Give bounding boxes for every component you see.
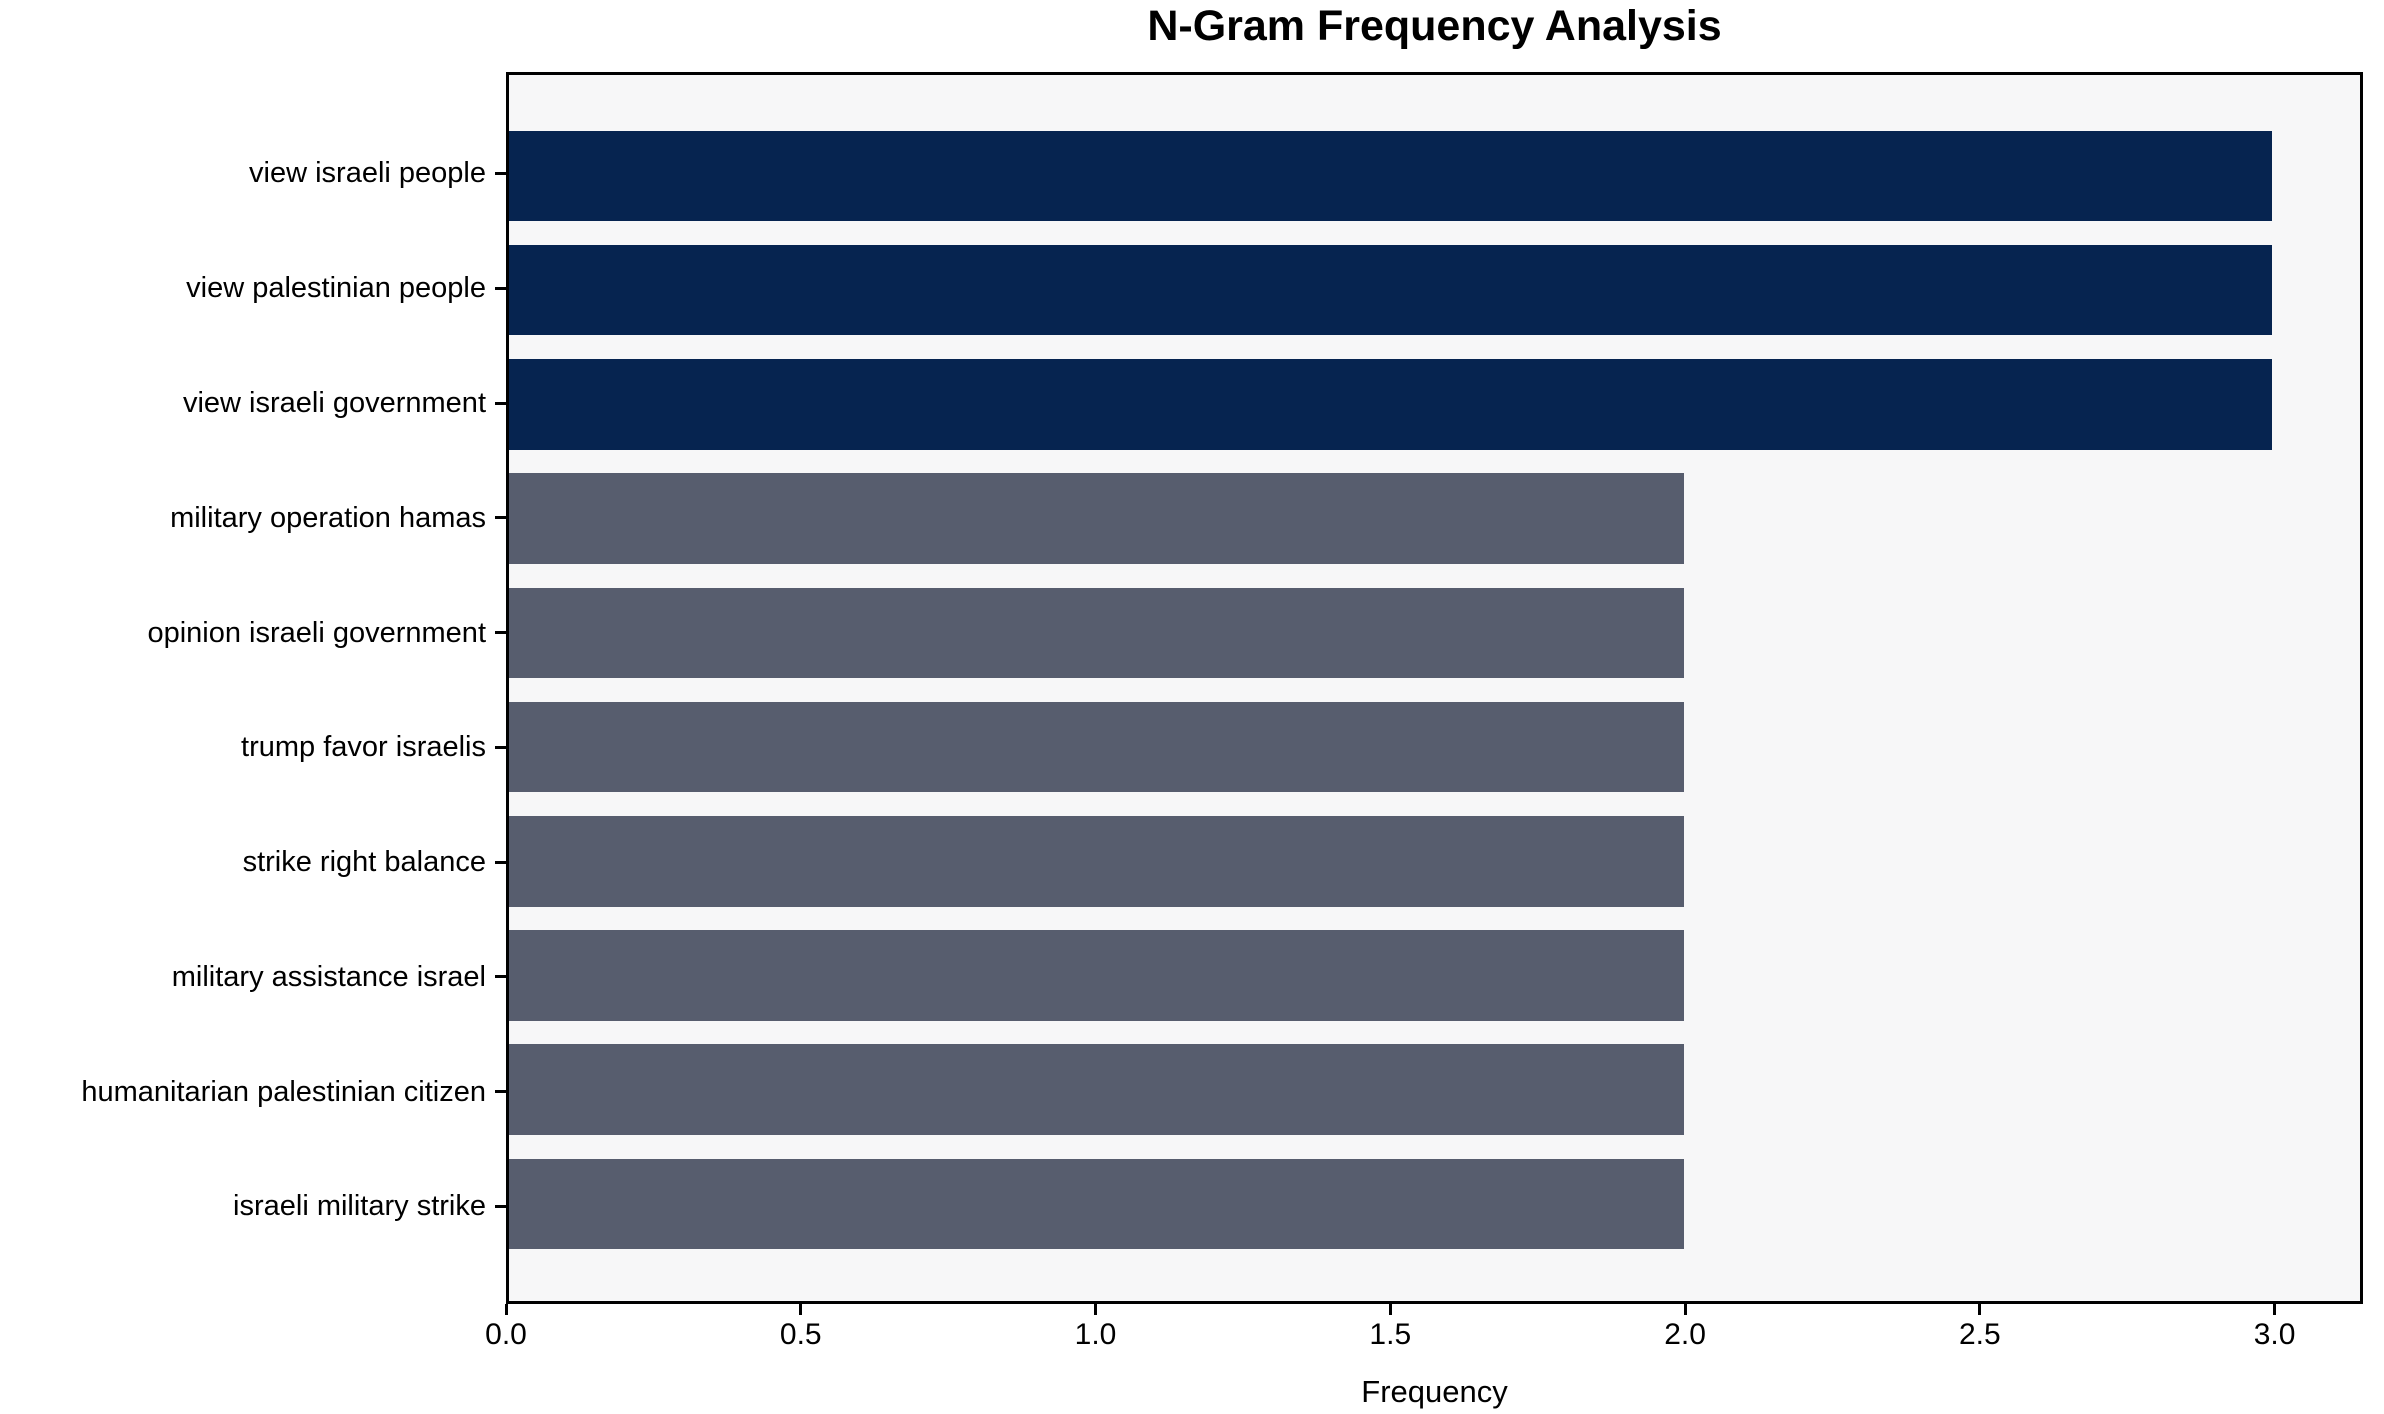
y-tick-label: israeli military strike (233, 1190, 486, 1223)
bar (509, 701, 1685, 793)
x-tick-label: 1.5 (1369, 1318, 1412, 1351)
bar (509, 244, 2272, 336)
x-tick-mark (1683, 1304, 1687, 1315)
x-tick-mark (504, 1304, 508, 1315)
x-tick-label: 0.5 (779, 1318, 822, 1351)
y-tick-mark (495, 1204, 506, 1208)
y-tick-label: military operation hamas (170, 501, 486, 534)
x-tick-mark (1094, 1304, 1098, 1315)
x-axis-label: Frequency (1361, 1374, 1508, 1409)
x-tick-label: 3.0 (2253, 1318, 2296, 1351)
bar (509, 1158, 1685, 1250)
y-tick-mark (495, 516, 506, 520)
x-tick-mark (2273, 1304, 2277, 1315)
x-tick-mark (799, 1304, 803, 1315)
x-tick-label: 1.0 (1074, 1318, 1117, 1351)
y-tick-label: view palestinian people (186, 272, 486, 305)
y-tick-mark (495, 860, 506, 864)
x-tick-label: 2.5 (1958, 1318, 2001, 1351)
y-tick-label: trump favor israelis (241, 731, 486, 764)
plot-area (506, 72, 2363, 1304)
y-tick-mark (495, 1090, 506, 1094)
y-tick-mark (495, 631, 506, 635)
bar (509, 587, 1685, 679)
bar (509, 473, 1685, 564)
x-tick-mark (1388, 1304, 1392, 1315)
y-tick-label: view israeli government (182, 387, 486, 420)
bar (509, 816, 1685, 907)
y-tick-label: humanitarian palestinian citizen (81, 1075, 486, 1108)
y-tick-mark (495, 171, 506, 175)
bar (509, 930, 1685, 1021)
y-tick-mark (495, 401, 506, 405)
bar (509, 1044, 1685, 1135)
bar (509, 359, 2272, 450)
x-tick-label: 2.0 (1664, 1318, 1706, 1351)
y-tick-mark (495, 745, 506, 749)
y-tick-mark (495, 286, 506, 290)
bar (509, 130, 2272, 222)
y-tick-label: view israeli people (249, 157, 486, 190)
x-tick-mark (1978, 1304, 1982, 1315)
x-tick-label: 0.0 (485, 1318, 527, 1351)
y-tick-label: strike right balance (242, 846, 486, 879)
chart-title: N-Gram Frequency Analysis (1147, 2, 1722, 50)
y-tick-mark (495, 975, 506, 979)
y-tick-label: opinion israeli government (147, 616, 486, 649)
y-tick-label: military assistance israel (171, 960, 486, 993)
